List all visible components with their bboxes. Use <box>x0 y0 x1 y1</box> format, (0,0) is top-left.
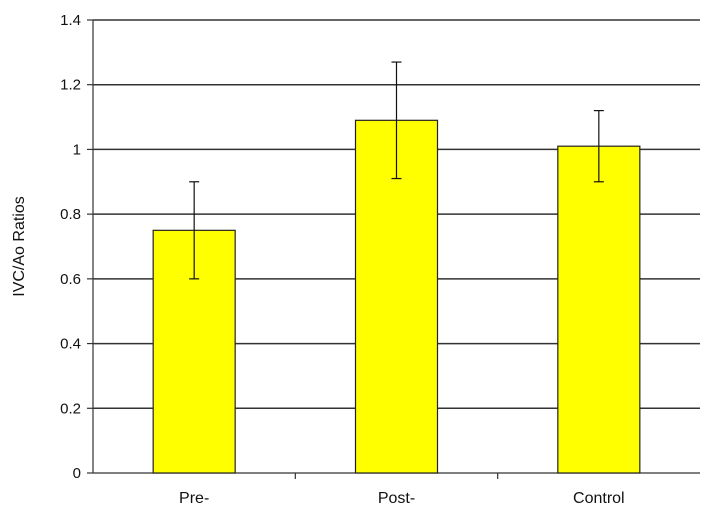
labels: 0 0.2 0.4 0.6 0.8 1 1.2 1.4 Pre- Post- Control <box>60 12 624 507</box>
y-tick-label: 1.2 <box>60 77 81 94</box>
y-tick-label: 0.2 <box>60 400 81 417</box>
x-category-label: Pre- <box>179 490 209 507</box>
y-tick-label: 0 <box>73 465 81 482</box>
y-tick-label: 0.8 <box>60 206 81 223</box>
y-tick-label: 1.4 <box>60 12 81 29</box>
y-tick-label: 0.6 <box>60 271 81 288</box>
error-bars <box>189 61 604 280</box>
x-category-label: Post- <box>378 490 415 507</box>
y-axis-title: IVC/Ao Ratios <box>11 196 28 296</box>
x-category-label: Control <box>573 490 625 507</box>
bar-control <box>557 145 641 474</box>
y-tick-label: 1 <box>73 141 81 158</box>
y-tick-label: 0.4 <box>60 336 81 353</box>
